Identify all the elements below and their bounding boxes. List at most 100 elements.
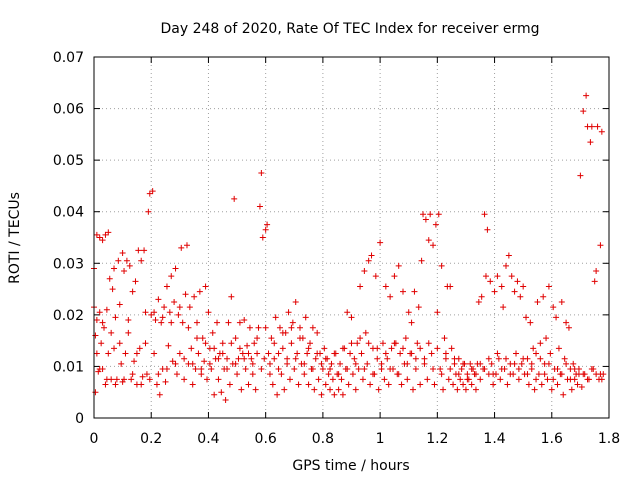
data-point [578, 384, 585, 391]
data-point [228, 340, 235, 347]
data-point [211, 391, 218, 398]
data-point [275, 366, 282, 373]
data-point [528, 366, 535, 373]
data-point [201, 358, 208, 365]
data-point [345, 381, 352, 388]
data-point [515, 366, 522, 373]
data-point [297, 335, 303, 342]
data-point [411, 288, 418, 295]
data-point [421, 360, 428, 367]
data-point [122, 350, 129, 357]
data-point [404, 376, 411, 383]
data-point [239, 350, 246, 357]
data-point [495, 355, 502, 362]
data-point [116, 340, 123, 347]
data-point [418, 257, 425, 264]
data-point [597, 242, 604, 249]
data-point [284, 360, 291, 367]
data-point [361, 366, 368, 373]
data-point [425, 237, 432, 244]
data-point [500, 304, 507, 311]
data-point [554, 366, 561, 373]
x-tick-label: 1.4 [483, 431, 505, 447]
data-point [278, 371, 285, 378]
data-point [225, 319, 232, 326]
data-point [472, 371, 479, 378]
data-point [142, 340, 149, 347]
data-point [520, 355, 527, 362]
data-point [246, 324, 253, 331]
data-point [598, 376, 605, 383]
data-point [537, 340, 544, 347]
data-point [245, 381, 252, 388]
data-point [362, 329, 369, 336]
data-point [275, 350, 282, 357]
data-point [565, 324, 572, 331]
data-point [112, 381, 119, 388]
data-point [327, 386, 334, 393]
data-point [593, 268, 600, 275]
data-point [305, 381, 312, 388]
data-point [477, 376, 484, 383]
axis-ticks [93, 56, 610, 419]
data-point [408, 319, 415, 326]
data-point [574, 381, 581, 388]
data-point [327, 366, 334, 373]
data-point [402, 335, 409, 342]
data-point [382, 350, 389, 357]
data-point [397, 350, 404, 357]
data-point [307, 340, 314, 347]
data-point [543, 335, 550, 342]
data-point [256, 203, 263, 210]
data-point [322, 355, 329, 362]
data-point [279, 329, 286, 336]
data-point [173, 371, 180, 378]
data-point [372, 273, 379, 280]
data-point [292, 355, 299, 362]
data-point [288, 340, 295, 347]
data-point [481, 211, 488, 218]
data-point [168, 319, 175, 326]
data-point [265, 350, 272, 357]
data-point [491, 288, 498, 295]
data-point [148, 311, 155, 318]
data-point [348, 340, 355, 347]
data-point [337, 360, 344, 367]
data-point [441, 335, 448, 342]
data-point [241, 355, 248, 362]
data-point [381, 376, 388, 383]
y-tick-label: 0.03 [53, 256, 84, 272]
data-point [349, 371, 356, 378]
data-point [96, 234, 103, 241]
data-point [219, 350, 226, 357]
data-point [437, 366, 444, 373]
data-point [517, 293, 524, 300]
data-point [113, 376, 120, 383]
data-point [215, 376, 222, 383]
data-point [151, 350, 158, 357]
data-point [458, 366, 465, 373]
data-point [236, 345, 243, 352]
data-point [142, 309, 149, 316]
data-point [391, 273, 398, 280]
data-point [252, 386, 259, 393]
data-point [295, 381, 302, 388]
data-point [118, 360, 125, 367]
x-tick-label: 1 [376, 431, 385, 447]
data-point [577, 172, 584, 179]
data-point [262, 324, 269, 331]
data-point [215, 355, 222, 362]
y-tick-label: 0.04 [53, 205, 84, 221]
data-point [318, 391, 325, 398]
data-point [141, 247, 148, 254]
data-point [547, 350, 554, 357]
data-point [186, 304, 193, 311]
data-point [391, 340, 398, 347]
data-point [166, 309, 173, 316]
data-point [261, 355, 268, 362]
data-point [172, 360, 179, 367]
data-point [385, 381, 392, 388]
data-point [286, 376, 293, 383]
data-point [533, 376, 540, 383]
data-point [111, 265, 118, 272]
